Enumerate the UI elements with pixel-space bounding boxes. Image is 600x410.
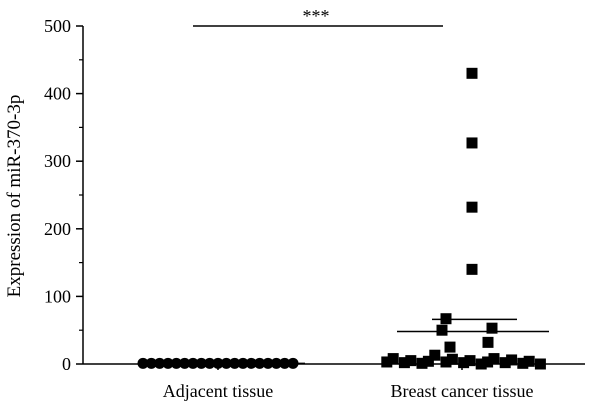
y-tick-label: 500 <box>44 16 71 36</box>
data-point-square <box>466 137 478 149</box>
y-tick-label: 300 <box>44 151 71 171</box>
significance-label: *** <box>303 6 330 26</box>
data-point-square <box>381 356 393 368</box>
data-point-square <box>422 355 434 367</box>
data-point-square <box>444 341 456 353</box>
data-point-square <box>506 354 518 366</box>
y-tick-label: 100 <box>44 286 71 306</box>
data-point-square <box>466 201 478 213</box>
data-point-square <box>534 358 546 370</box>
y-axis-title: Expression of miR-370-3p <box>4 95 25 298</box>
data-point-square <box>446 353 458 365</box>
data-point-square <box>387 353 399 365</box>
data-point-square <box>482 356 494 368</box>
data-marks: *** <box>137 6 549 370</box>
data-point-square <box>416 357 428 369</box>
data-point-square <box>405 355 417 367</box>
data-point-square <box>436 324 448 336</box>
y-tick-label: 400 <box>44 84 71 104</box>
data-point-square <box>466 67 478 79</box>
y-tick-label: 0 <box>62 354 71 374</box>
data-point-circle <box>145 357 157 369</box>
data-point-square <box>398 357 410 369</box>
data-point-square <box>429 349 441 361</box>
data-point-square <box>486 322 498 334</box>
data-point-square <box>482 336 494 348</box>
data-point-square <box>466 263 478 275</box>
y-tick-label: 200 <box>44 219 71 239</box>
data-point-square <box>517 357 529 369</box>
data-point-square <box>458 357 470 369</box>
data-point-square <box>464 355 476 367</box>
x-tick-label: Adjacent tissue <box>163 381 273 401</box>
data-point-circle <box>137 357 149 369</box>
data-point-square <box>488 353 500 365</box>
data-point-square <box>440 356 452 368</box>
x-tick-label: Breast cancer tissue <box>391 381 534 401</box>
data-point-square <box>523 355 535 367</box>
axes: 0 100 200 300 400 500 Adjacent tissue Breast ca… <box>44 16 585 401</box>
data-point-square <box>499 357 511 369</box>
data-point-square <box>475 358 487 370</box>
